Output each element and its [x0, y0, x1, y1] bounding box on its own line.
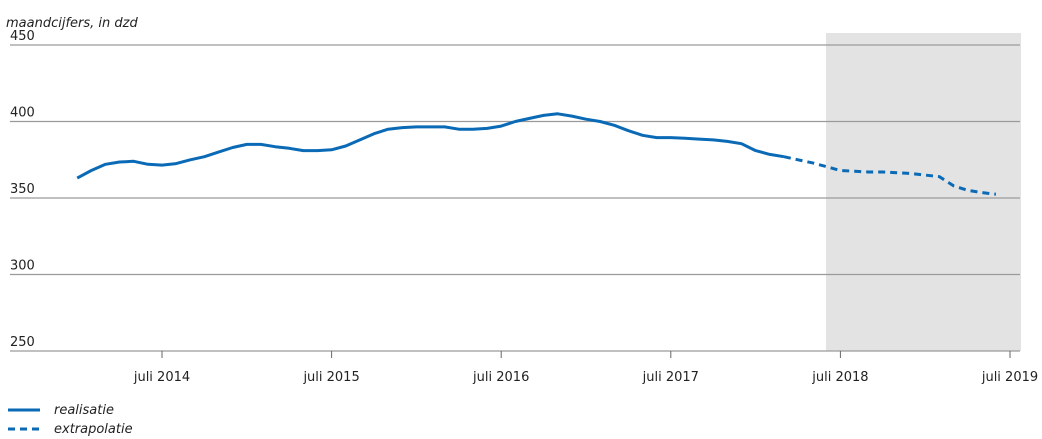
x-tick-label: juli 2017	[642, 370, 699, 385]
series-line-realisatie	[76, 112, 785, 180]
x-axis: juli 2014 juli 2015 juli 2016 juli 2017 juli…	[133, 351, 1038, 385]
extrapolation-shaded-region	[826, 33, 1021, 351]
y-tick-label: 250	[10, 335, 35, 350]
legend-label-extrapolatie: extrapolatie	[54, 422, 133, 437]
x-tick-label: juli 2016	[472, 370, 529, 385]
x-tick-label: juli 2015	[302, 370, 359, 385]
legend-label-realisatie: realisatie	[54, 403, 114, 418]
y-tick-label: 350	[10, 182, 35, 197]
y-tick-label: 400	[10, 106, 35, 121]
y-tick-label: 450	[10, 29, 35, 44]
legend: realisatie extrapolatie	[8, 403, 133, 437]
x-tick-label: juli 2018	[811, 370, 868, 385]
series-line-extrapolatie	[783, 155, 997, 196]
y-axis: 250 300 350 400 450	[10, 29, 35, 350]
gridlines	[10, 44, 1020, 352]
unit-label: maandcijfers, in dzd	[6, 16, 138, 31]
plot-lines	[76, 112, 997, 196]
x-tick-label: juli 2014	[133, 370, 190, 385]
x-tick-label: juli 2019	[981, 370, 1038, 385]
y-tick-label: 300	[10, 259, 35, 274]
